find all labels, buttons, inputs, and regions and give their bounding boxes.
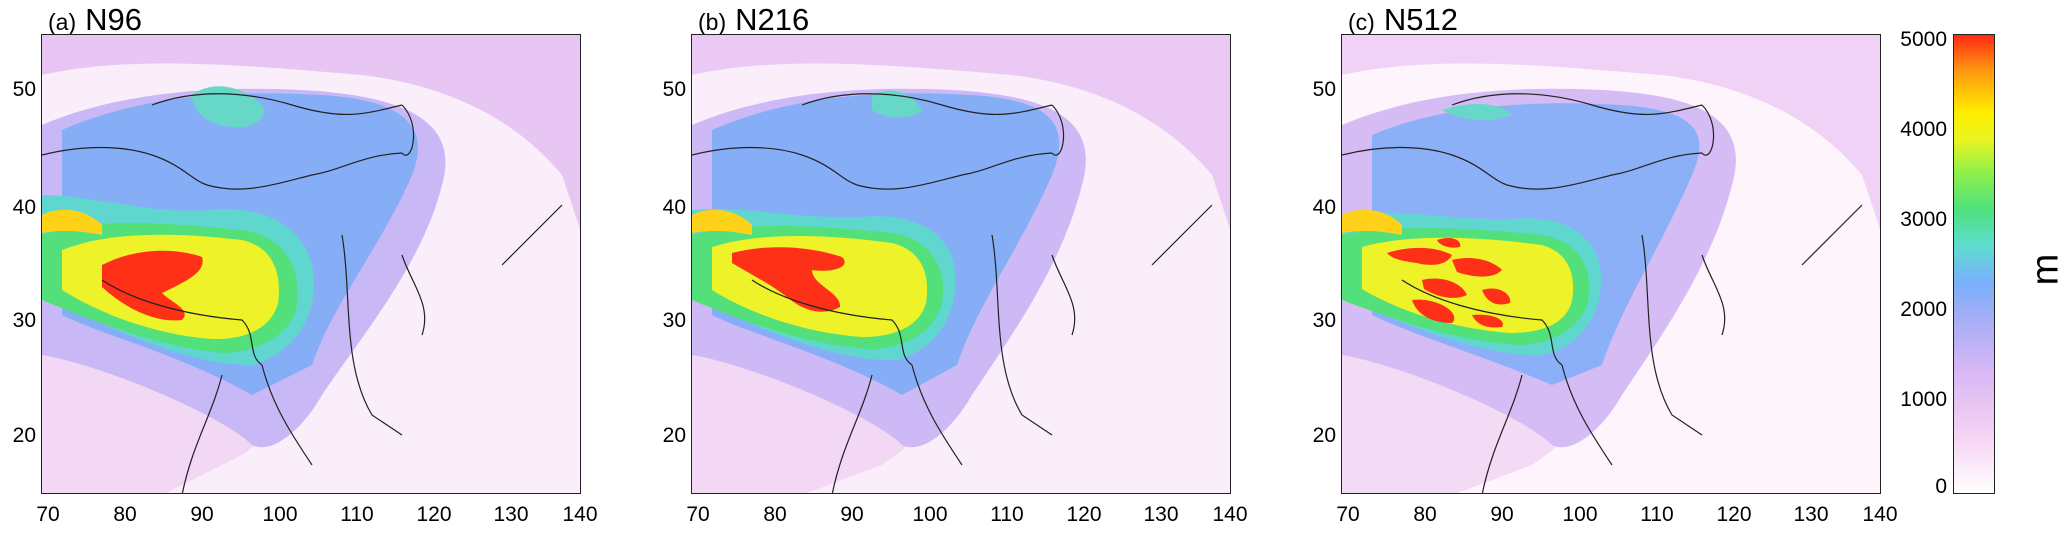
colorbar-tick: 3000 <box>1900 208 1947 231</box>
x-tick: 110 <box>340 503 374 526</box>
orography-map <box>42 35 580 493</box>
panel-a: (a) N96 <box>0 0 600 535</box>
x-tick: 130 <box>1793 503 1829 526</box>
panel-b: (b) N216 <box>650 0 1250 535</box>
x-tick: 110 <box>1640 503 1674 526</box>
x-tick: 100 <box>1562 503 1598 526</box>
x-tick: 70 <box>1336 503 1360 526</box>
orography-map <box>692 35 1230 493</box>
x-tick: 90 <box>190 503 214 526</box>
y-tick: 20 <box>662 424 686 447</box>
y-tick: 30 <box>662 309 686 332</box>
panel-c: (c) N512 <box>1300 0 1900 535</box>
orography-map <box>1342 35 1880 493</box>
x-tick: 140 <box>1212 503 1248 526</box>
colorbar-tick: 0 <box>1935 475 1947 498</box>
panel-title: N512 <box>1383 2 1458 37</box>
x-tick: 130 <box>493 503 529 526</box>
y-tick: 50 <box>662 78 686 101</box>
panel-tag: (b) <box>698 9 727 35</box>
x-tick: 80 <box>113 503 137 526</box>
x-tick: 70 <box>686 503 710 526</box>
x-tick: 90 <box>1490 503 1514 526</box>
x-tick: 120 <box>1716 503 1752 526</box>
x-tick: 130 <box>1143 503 1179 526</box>
y-tick: 40 <box>12 196 36 219</box>
map-frame <box>41 34 581 494</box>
panel-label: (a) N96 <box>48 2 142 38</box>
x-tick: 110 <box>990 503 1024 526</box>
y-tick: 40 <box>1312 196 1336 219</box>
colorbar-tick: 5000 <box>1900 28 1947 51</box>
x-tick: 80 <box>763 503 787 526</box>
panel-label: (c) N512 <box>1348 2 1458 38</box>
map-frame <box>1341 34 1881 494</box>
colorbar-tick: 1000 <box>1900 388 1947 411</box>
map-frame <box>691 34 1231 494</box>
colorbar-unit: m <box>2024 253 2067 286</box>
y-tick: 20 <box>1312 424 1336 447</box>
y-tick: 50 <box>12 78 36 101</box>
y-tick: 50 <box>1312 78 1336 101</box>
x-tick: 140 <box>562 503 598 526</box>
y-tick: 40 <box>662 196 686 219</box>
y-tick: 30 <box>1312 309 1336 332</box>
panel-title: N216 <box>735 2 810 37</box>
colorbar-tick: 4000 <box>1900 118 1947 141</box>
x-tick: 140 <box>1862 503 1898 526</box>
x-tick: 90 <box>840 503 864 526</box>
colorbar-tick: 2000 <box>1900 298 1947 321</box>
x-tick: 80 <box>1413 503 1437 526</box>
x-tick: 120 <box>1066 503 1102 526</box>
panel-title: N96 <box>85 2 142 37</box>
y-tick: 20 <box>12 424 36 447</box>
panel-tag: (a) <box>48 9 77 35</box>
x-tick: 120 <box>416 503 452 526</box>
panel-label: (b) N216 <box>698 2 809 38</box>
y-tick: 30 <box>12 309 36 332</box>
x-tick: 100 <box>262 503 298 526</box>
panel-tag: (c) <box>1348 9 1375 35</box>
x-tick: 70 <box>36 503 60 526</box>
colorbar <box>1953 34 1995 494</box>
x-tick: 100 <box>912 503 948 526</box>
